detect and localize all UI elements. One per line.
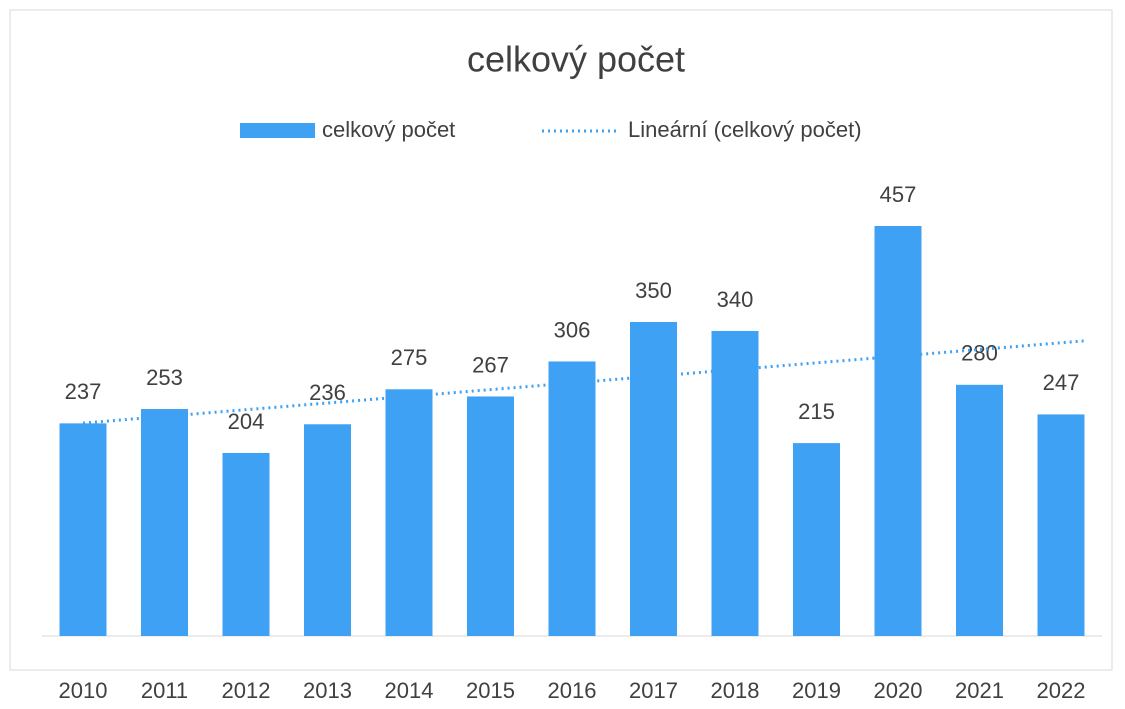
x-tick-label: 2017 [629,678,678,703]
bar [956,384,1003,636]
x-tick-label: 2019 [792,678,841,703]
x-tick-label: 2012 [222,678,271,703]
bar [874,226,922,636]
x-tick-label: 2014 [385,678,434,703]
bar [59,423,107,636]
data-label: 280 [961,341,998,366]
data-label: 237 [65,379,102,404]
data-label: 267 [472,352,509,377]
data-label: 275 [391,345,428,370]
x-tick-label: 2022 [1037,678,1086,703]
bar [385,389,433,636]
data-label: 215 [798,399,835,424]
data-label: 457 [880,182,917,207]
bar [548,361,596,636]
data-label: 253 [146,365,183,390]
x-tick-label: 2018 [711,678,760,703]
chart-title: celkový počet [467,39,685,80]
data-label: 247 [1043,370,1080,395]
bar [222,452,270,636]
data-label: 236 [309,380,346,405]
x-tick-label: 2020 [874,678,923,703]
legend-label: Lineární (celkový počet) [628,117,862,142]
bar [467,396,514,636]
data-label: 350 [635,278,672,303]
x-tick-label: 2021 [955,678,1004,703]
x-tick-label: 2011 [141,678,188,703]
data-label: 306 [554,317,591,342]
bar [793,443,840,636]
x-tick-label: 2013 [303,678,352,703]
legend-label: celkový počet [322,117,455,142]
x-tick-label: 2016 [548,678,597,703]
bar [141,409,188,636]
bar [711,330,759,636]
x-tick-label: 2010 [59,678,108,703]
data-label: 340 [717,287,754,312]
legend-swatch [240,123,315,138]
bar [1037,414,1085,636]
x-tick-label: 2015 [466,678,515,703]
bar [304,424,351,636]
bar [630,321,677,636]
data-label: 204 [228,409,265,434]
